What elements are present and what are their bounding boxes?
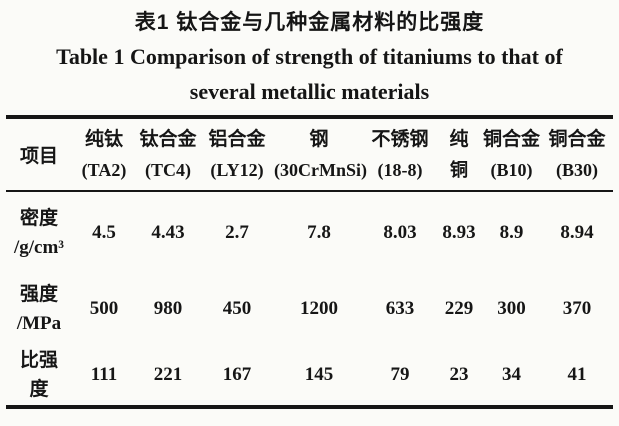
table-cell: 500	[89, 298, 119, 319]
header-row: 项目 纯钛 (TA2) 钛合金 (TC4) 铝合金 (LY12) 钢 (30Cr…	[6, 117, 613, 191]
table-caption-chinese: 表1 钛合金与几种金属材料的比强度	[134, 11, 485, 34]
column-header-aluminium-alloy: 铝合金 (LY12)	[200, 117, 274, 191]
row-label-density: 密度 /g/cm³	[6, 191, 72, 273]
column-header-pure-titanium: 纯钛 (TA2)	[72, 117, 136, 191]
table-cell: 7.8	[307, 221, 331, 243]
column-header-copper-alloy-b10: 铜合金 (B10)	[482, 117, 541, 191]
table-cell: 8.93	[442, 221, 476, 243]
column-spec: (18-8)	[377, 160, 423, 180]
column-spec: (B30)	[556, 160, 598, 180]
table-cell: 980	[153, 298, 183, 319]
table-cell: 8.03	[383, 221, 417, 243]
row-label-line2: 度	[29, 379, 49, 400]
table-cell: 1200	[300, 298, 338, 319]
table-cell: 79	[390, 364, 410, 385]
table-row-density: 密度 /g/cm³ 4.5 4.43 2.7 7.8 8.03 8.93 8.9…	[6, 191, 613, 273]
table-caption-english-line1: Table 1 Comparison of strength of titani…	[56, 44, 563, 69]
table-cell: 8.94	[560, 221, 594, 243]
table-cell: 34	[502, 364, 521, 385]
table-caption-english-line2: several metallic materials	[189, 79, 430, 104]
column-header-steel: 钢 (30CrMnSi)	[274, 117, 367, 191]
column-header-titanium-alloy: 钛合金 (TC4)	[136, 117, 200, 191]
table-cell: 221	[153, 364, 183, 385]
table-row-specific-strength: 比强 度 111 221 167 145 79 23 34 41	[6, 345, 613, 407]
column-spec: (TA2)	[81, 160, 127, 180]
column-header-copper-alloy-b30: 铜合金 (B30)	[541, 117, 613, 191]
row-label-line1: 比强	[19, 350, 58, 371]
column-name: 钢	[309, 129, 329, 150]
column-name: 纯	[449, 129, 469, 150]
column-name: 钛合金	[139, 129, 197, 150]
table-cell: 8.9	[499, 221, 524, 243]
column-name: 铜合金	[482, 129, 540, 150]
table-cell: 2.7	[225, 221, 249, 243]
table-cell: 41	[567, 364, 587, 385]
row-label-line2: /MPa	[16, 313, 62, 334]
row-label-line2: /g/cm³	[13, 236, 64, 258]
table-cell: 4.43	[151, 221, 185, 243]
table-cell: 300	[497, 298, 526, 319]
table-cell: 167	[222, 364, 252, 385]
column-header-item: 项目	[19, 146, 58, 167]
table-cell: 633	[385, 298, 415, 319]
column-name: 纯钛	[84, 129, 123, 150]
row-label-strength: 强度 /MPa	[6, 273, 72, 345]
table-cell: 370	[562, 298, 592, 319]
column-name: 铝合金	[208, 129, 266, 150]
column-spec: (30CrMnSi)	[274, 160, 367, 180]
row-label-line1: 强度	[19, 284, 58, 305]
comparison-table: 项目 纯钛 (TA2) 钛合金 (TC4) 铝合金 (LY12) 钢 (30Cr…	[6, 115, 613, 409]
column-spec: (TC4)	[145, 160, 191, 180]
column-header-stainless-steel: 不锈钢 (18-8)	[364, 117, 436, 191]
column-header-pure-copper: 纯 铜	[436, 117, 482, 191]
column-spec: 铜	[450, 160, 468, 180]
column-spec: (B10)	[490, 160, 533, 180]
row-label-specific-strength: 比强 度	[6, 345, 72, 407]
table-cell: 145	[304, 364, 334, 385]
column-name: 不锈钢	[371, 129, 429, 150]
column-name: 铜合金	[548, 129, 606, 150]
table-row-strength: 强度 /MPa 500 980 450 1200 633 229 300 370	[6, 273, 613, 345]
table-cell: 229	[444, 298, 474, 319]
table-cell: 4.5	[92, 221, 116, 243]
table-cell: 111	[90, 364, 118, 385]
table-cell: 23	[449, 364, 469, 385]
row-label-line1: 密度	[19, 207, 58, 229]
table-cell: 450	[222, 298, 252, 319]
column-spec: (LY12)	[210, 160, 264, 180]
